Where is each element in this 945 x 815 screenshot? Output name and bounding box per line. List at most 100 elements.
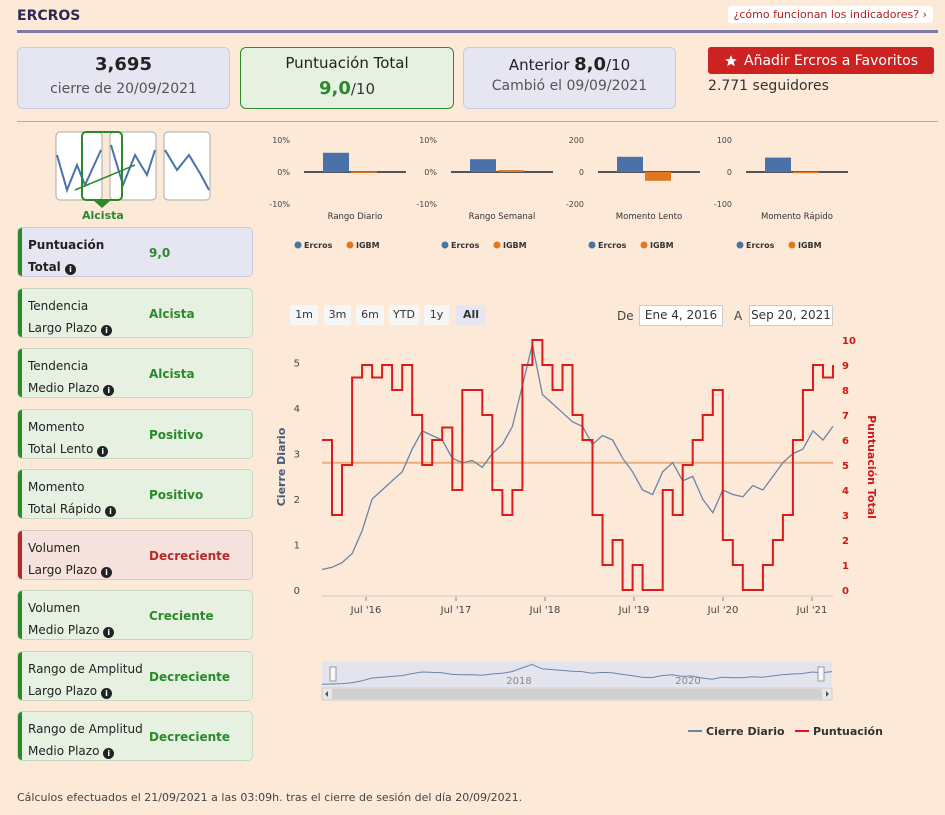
indicator-card: Puntuación Total i 9,0 (17, 227, 253, 277)
legend-label[interactable]: Ercros (598, 241, 627, 250)
indicator-name-line2: Medio Plazo (28, 623, 100, 637)
indicator-name-line2: Largo Plazo (28, 684, 98, 698)
info-icon[interactable]: i (103, 627, 115, 638)
y-tick-label: 1 (294, 541, 300, 552)
y2-tick-label: 5 (842, 461, 849, 472)
info-icon[interactable]: i (97, 446, 109, 457)
header-divider (17, 30, 938, 33)
previous-score-value: 8,0 (574, 54, 607, 75)
indicator-name-line2: Total Rápido (28, 502, 102, 516)
indicator-name-line1: Puntuación (28, 238, 105, 252)
legend-label[interactable]: Cierre Diario (706, 725, 785, 738)
total-score-label: Puntuación Total (285, 54, 409, 72)
navigator-scrollbar[interactable] (321, 687, 833, 701)
legend-label[interactable]: Ercros (451, 241, 480, 250)
indicator-name-line2: Medio Plazo (28, 744, 100, 758)
navigator-handle-left[interactable] (329, 666, 337, 682)
mini-tick-label: -200 (566, 200, 584, 209)
info-icon[interactable]: i (105, 506, 117, 517)
info-icon[interactable]: i (103, 385, 115, 396)
info-icon[interactable]: i (100, 567, 112, 578)
indicator-value: Decreciente (149, 670, 231, 684)
mini-chart-title: Rango Diario (328, 212, 383, 222)
scroll-right-icon[interactable] (826, 691, 829, 697)
add-favorite-button[interactable]: Añadir Ercros a Favoritos (708, 47, 934, 74)
info-icon[interactable]: i (64, 264, 76, 275)
x-tick-label: Jul '19 (618, 605, 650, 616)
range-button[interactable]: 6m (356, 305, 384, 325)
mini-tick-label: -10% (416, 200, 437, 209)
mini-tick-label: 100 (717, 136, 732, 145)
mini-tick-label: 0% (277, 168, 290, 177)
y-tick-label: 5 (294, 359, 300, 370)
scrollbar-thumb[interactable] (332, 689, 822, 699)
indicator-card: Volumen Largo Plazo i Decreciente (17, 530, 253, 580)
indicator-value: Decreciente (149, 730, 231, 744)
total-score-card: Puntuación Total 9,0/10 (240, 47, 454, 109)
mini-bar (323, 152, 349, 172)
indicator-color-bar (18, 228, 22, 276)
y2-tick-label: 8 (842, 386, 849, 397)
range-button[interactable]: 3m (324, 305, 351, 325)
range-button[interactable]: All (456, 305, 486, 325)
mini-chart-title: Rango Semanal (469, 212, 536, 222)
indicator-color-bar (18, 410, 22, 458)
legend-marker (788, 241, 796, 249)
indicator-value: 9,0 (149, 246, 171, 260)
legend-label[interactable]: IGBM (356, 241, 380, 250)
y-tick-label: 0 (294, 586, 300, 597)
from-date-label: De (617, 309, 634, 323)
mini-chart: 10% 0% -10% Rango Diario Ercros IGBM (268, 130, 418, 255)
page-title: ERCROS (17, 8, 81, 24)
range-button[interactable]: 1y (424, 305, 449, 325)
section-divider (17, 121, 938, 122)
indicator-color-bar (18, 531, 22, 579)
legend-label[interactable]: IGBM (650, 241, 674, 250)
mini-tick-label: 0 (727, 168, 732, 177)
legend-label[interactable]: IGBM (503, 241, 527, 250)
indicator-color-bar (18, 652, 22, 700)
range-button[interactable]: YTD (389, 305, 419, 325)
y-axis-label: Cierre Diario (275, 427, 288, 506)
indicator-name-line2: Medio Plazo (28, 381, 100, 395)
indicator-value: Decreciente (149, 549, 231, 563)
help-link[interactable]: ¿cómo funcionan los indicadores? › (727, 6, 933, 23)
legend-label[interactable]: Ercros (746, 241, 775, 250)
followers-count: 2.771 seguidores (708, 78, 829, 94)
trend-thumbnail-label: Alcista (82, 209, 124, 222)
indicator-card: Rango de Amplitud Largo Plazo i Decrecient… (17, 651, 253, 701)
to-date-input[interactable]: Sep 20, 2021 (749, 305, 833, 326)
indicator-color-bar (18, 712, 22, 760)
mini-tick-label: 0% (424, 168, 437, 177)
previous-score-card: Anterior 8,0/10 Cambió el 09/09/2021 (463, 47, 676, 109)
mini-tick-label: -10% (269, 200, 290, 209)
legend-label[interactable]: Puntuación (813, 725, 883, 738)
mini-bar (498, 170, 524, 172)
y2-tick-label: 0 (842, 586, 849, 597)
to-date-label: A (734, 309, 743, 323)
mini-tick-label: 200 (569, 136, 584, 145)
info-icon[interactable]: i (100, 325, 112, 336)
from-date-input[interactable]: Ene 4, 2016 (639, 305, 723, 326)
indicator-name-line1: Tendencia (28, 299, 89, 313)
navigator[interactable] (322, 661, 832, 687)
indicator-name-line1: Tendencia (28, 359, 89, 373)
info-icon[interactable]: i (103, 748, 115, 759)
mini-chart: 100 0 -100 Momento Rápido Ercros IGBM (710, 130, 860, 255)
indicator-value: Positivo (149, 488, 204, 502)
indicator-name-line1: Volumen (28, 541, 81, 555)
legend-label[interactable]: Ercros (304, 241, 333, 250)
navigator-handle-right[interactable] (817, 666, 825, 682)
y2-tick-label: 6 (842, 436, 849, 447)
indicator-card: Tendencia Medio Plazo i Alcista (17, 348, 253, 398)
info-icon[interactable]: i (100, 688, 112, 699)
x-tick-label: Jul '20 (707, 605, 739, 616)
legend-label[interactable]: IGBM (798, 241, 822, 250)
y2-tick-label: 7 (842, 411, 849, 422)
y-tick-label: 3 (294, 450, 300, 461)
legend-marker (588, 241, 596, 249)
range-button[interactable]: 1m (290, 305, 318, 325)
scroll-left-icon[interactable] (325, 691, 328, 697)
price-date: cierre de 20/09/2021 (50, 81, 197, 97)
x-tick-label: Jul '18 (529, 605, 561, 616)
